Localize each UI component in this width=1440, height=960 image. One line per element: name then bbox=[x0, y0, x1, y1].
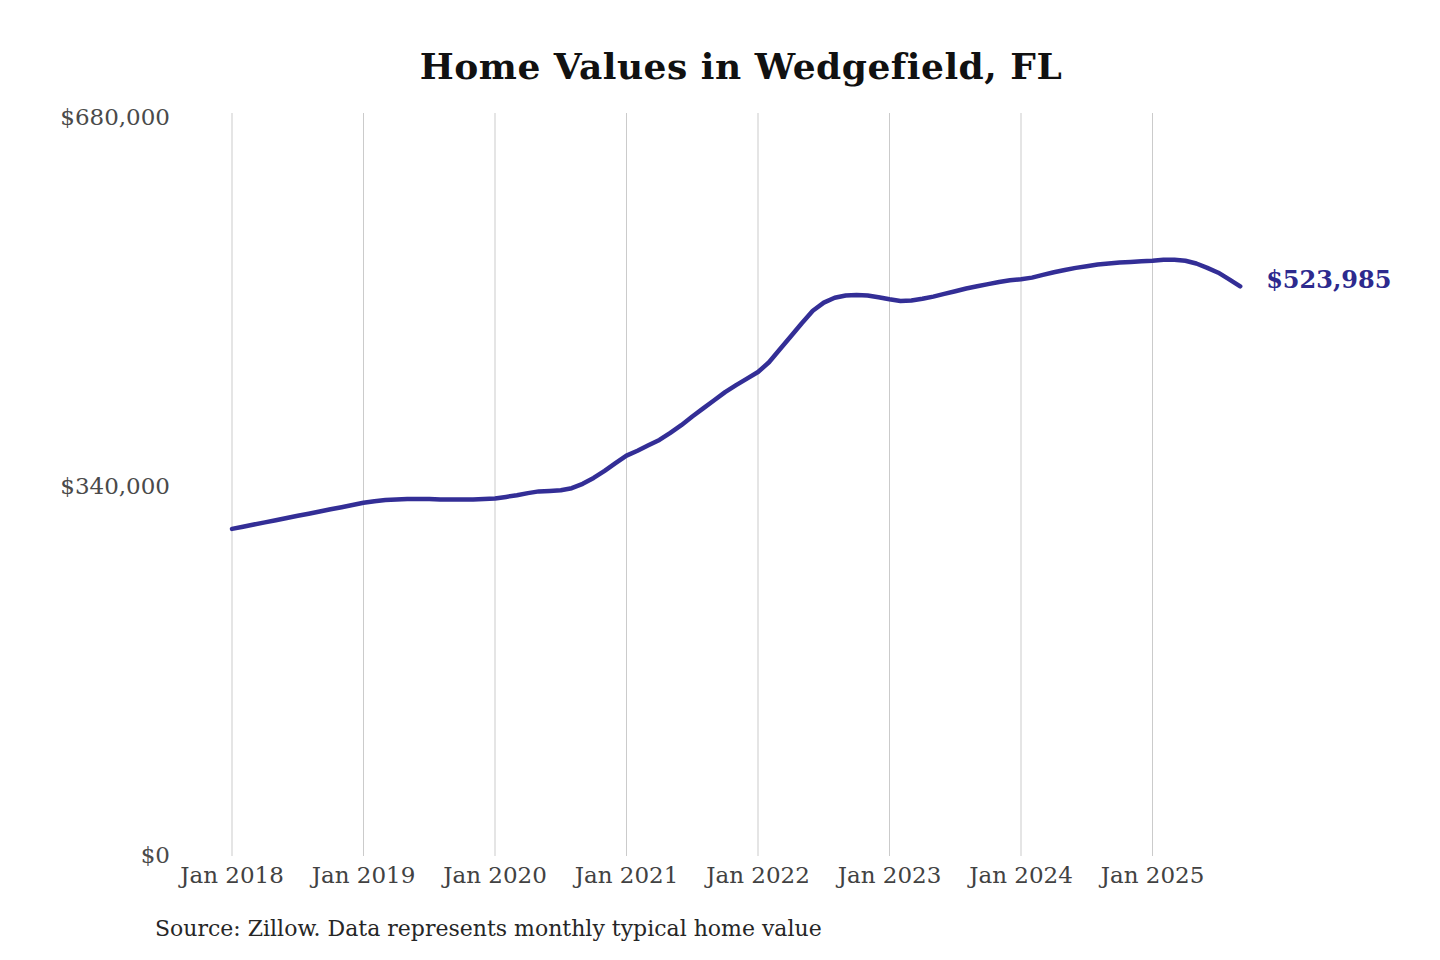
line-chart-plot bbox=[0, 0, 1440, 960]
x-tick-label: Jan 2021 bbox=[552, 861, 702, 889]
y-tick-label: $680,000 bbox=[0, 103, 170, 131]
chart-page: Home Values in Wedgefield, FL $0$340,000… bbox=[0, 0, 1440, 960]
x-tick-label: Jan 2020 bbox=[420, 861, 570, 889]
x-tick-label: Jan 2022 bbox=[683, 861, 833, 889]
latest-value-label: $523,985 bbox=[1266, 266, 1391, 294]
x-tick-label: Jan 2025 bbox=[1078, 861, 1228, 889]
home-value-line bbox=[232, 260, 1240, 529]
x-tick-label: Jan 2024 bbox=[946, 861, 1096, 889]
y-tick-label: $340,000 bbox=[0, 472, 170, 500]
y-tick-label: $0 bbox=[0, 841, 170, 869]
x-tick-label: Jan 2019 bbox=[289, 861, 439, 889]
x-tick-label: Jan 2023 bbox=[815, 861, 965, 889]
source-note: Source: Zillow. Data represents monthly … bbox=[155, 915, 822, 943]
x-tick-label: Jan 2018 bbox=[157, 861, 307, 889]
